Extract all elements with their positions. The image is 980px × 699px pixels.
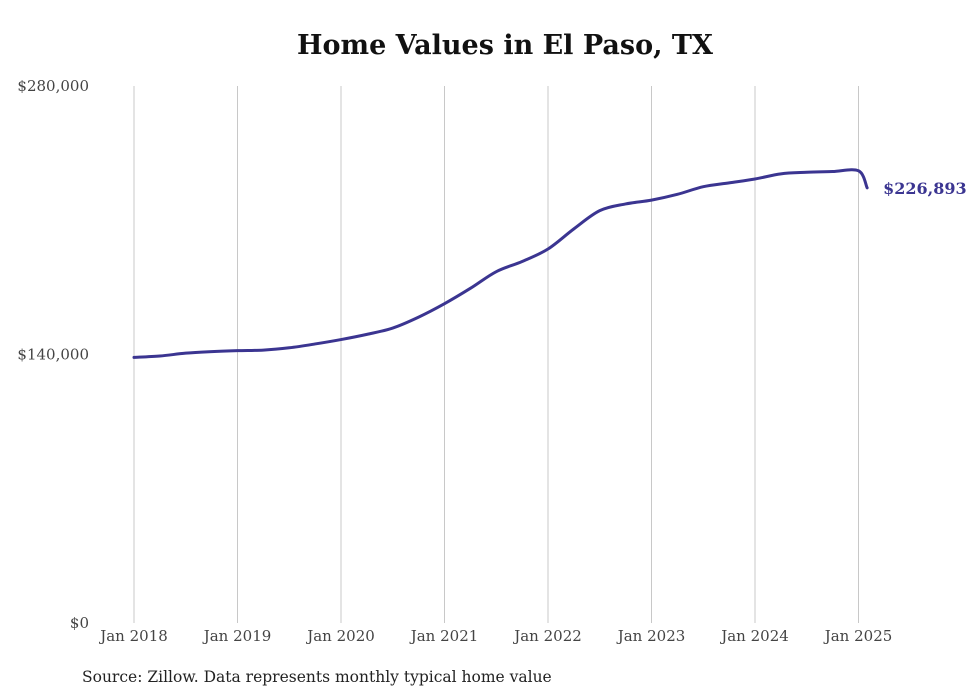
x-tick-label: Jan 2024 [719, 627, 789, 645]
y-tick-label: $0 [70, 614, 89, 632]
gridlines [133, 86, 859, 623]
series-line [132, 168, 869, 359]
x-tick-label: Jan 2018 [98, 627, 168, 645]
x-axis: Jan 2018 Jan 2019 Jan 2020 Jan 2021 Jan 2022… [98, 627, 892, 645]
y-tick-label: $140,000 [17, 346, 89, 364]
x-tick-label: Jan 2022 [512, 627, 582, 645]
x-tick-label: Jan 2023 [616, 627, 686, 645]
x-tick-label: Jan 2021 [409, 627, 479, 645]
y-tick-label: $280,000 [17, 77, 89, 95]
x-tick-label: Jan 2020 [305, 627, 375, 645]
x-tick-label: Jan 2019 [202, 627, 272, 645]
series-layer: $226,893 [132, 168, 967, 359]
x-tick-label: Jan 2025 [823, 627, 893, 645]
y-axis: $0 $140,000 $280,000 [17, 77, 89, 632]
series-end-label: $226,893 [883, 179, 967, 198]
chart-title: Home Values in El Paso, TX [297, 30, 713, 61]
source-note: Source: Zillow. Data represents monthly … [82, 668, 552, 686]
